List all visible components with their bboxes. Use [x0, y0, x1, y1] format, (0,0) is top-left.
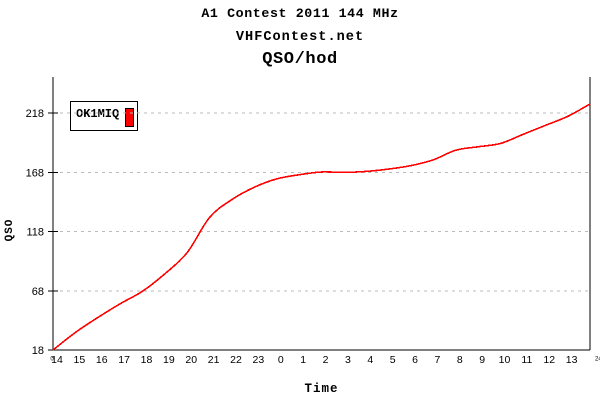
svg-text:118: 118: [26, 227, 44, 239]
svg-text:68: 68: [32, 286, 44, 298]
svg-text:18: 18: [141, 354, 153, 366]
svg-text:5: 5: [390, 354, 396, 366]
svg-text:15: 15: [74, 354, 86, 366]
svg-text:20: 20: [185, 354, 197, 366]
svg-text:218: 218: [26, 108, 44, 120]
svg-text:6: 6: [412, 354, 418, 366]
svg-text:24: 24: [595, 357, 600, 363]
svg-text:7: 7: [434, 354, 440, 366]
svg-text:10: 10: [499, 354, 511, 366]
svg-text:2: 2: [323, 354, 329, 366]
svg-text:17: 17: [118, 354, 130, 366]
svg-text:13: 13: [566, 354, 578, 366]
svg-text:3: 3: [345, 354, 351, 366]
svg-text:16: 16: [96, 354, 108, 366]
svg-text:0: 0: [278, 354, 284, 366]
svg-text:19: 19: [163, 354, 175, 366]
svg-text:22: 22: [230, 354, 242, 366]
svg-text:9: 9: [479, 354, 485, 366]
svg-text:23: 23: [253, 354, 265, 366]
svg-text:4: 4: [367, 354, 373, 366]
svg-text:168: 168: [26, 167, 44, 179]
svg-text:21: 21: [208, 354, 220, 366]
svg-text:8: 8: [457, 354, 463, 366]
svg-text:18: 18: [32, 345, 44, 357]
svg-text:11: 11: [521, 354, 532, 366]
svg-text:12: 12: [543, 354, 555, 366]
svg-text:1: 1: [300, 354, 306, 366]
